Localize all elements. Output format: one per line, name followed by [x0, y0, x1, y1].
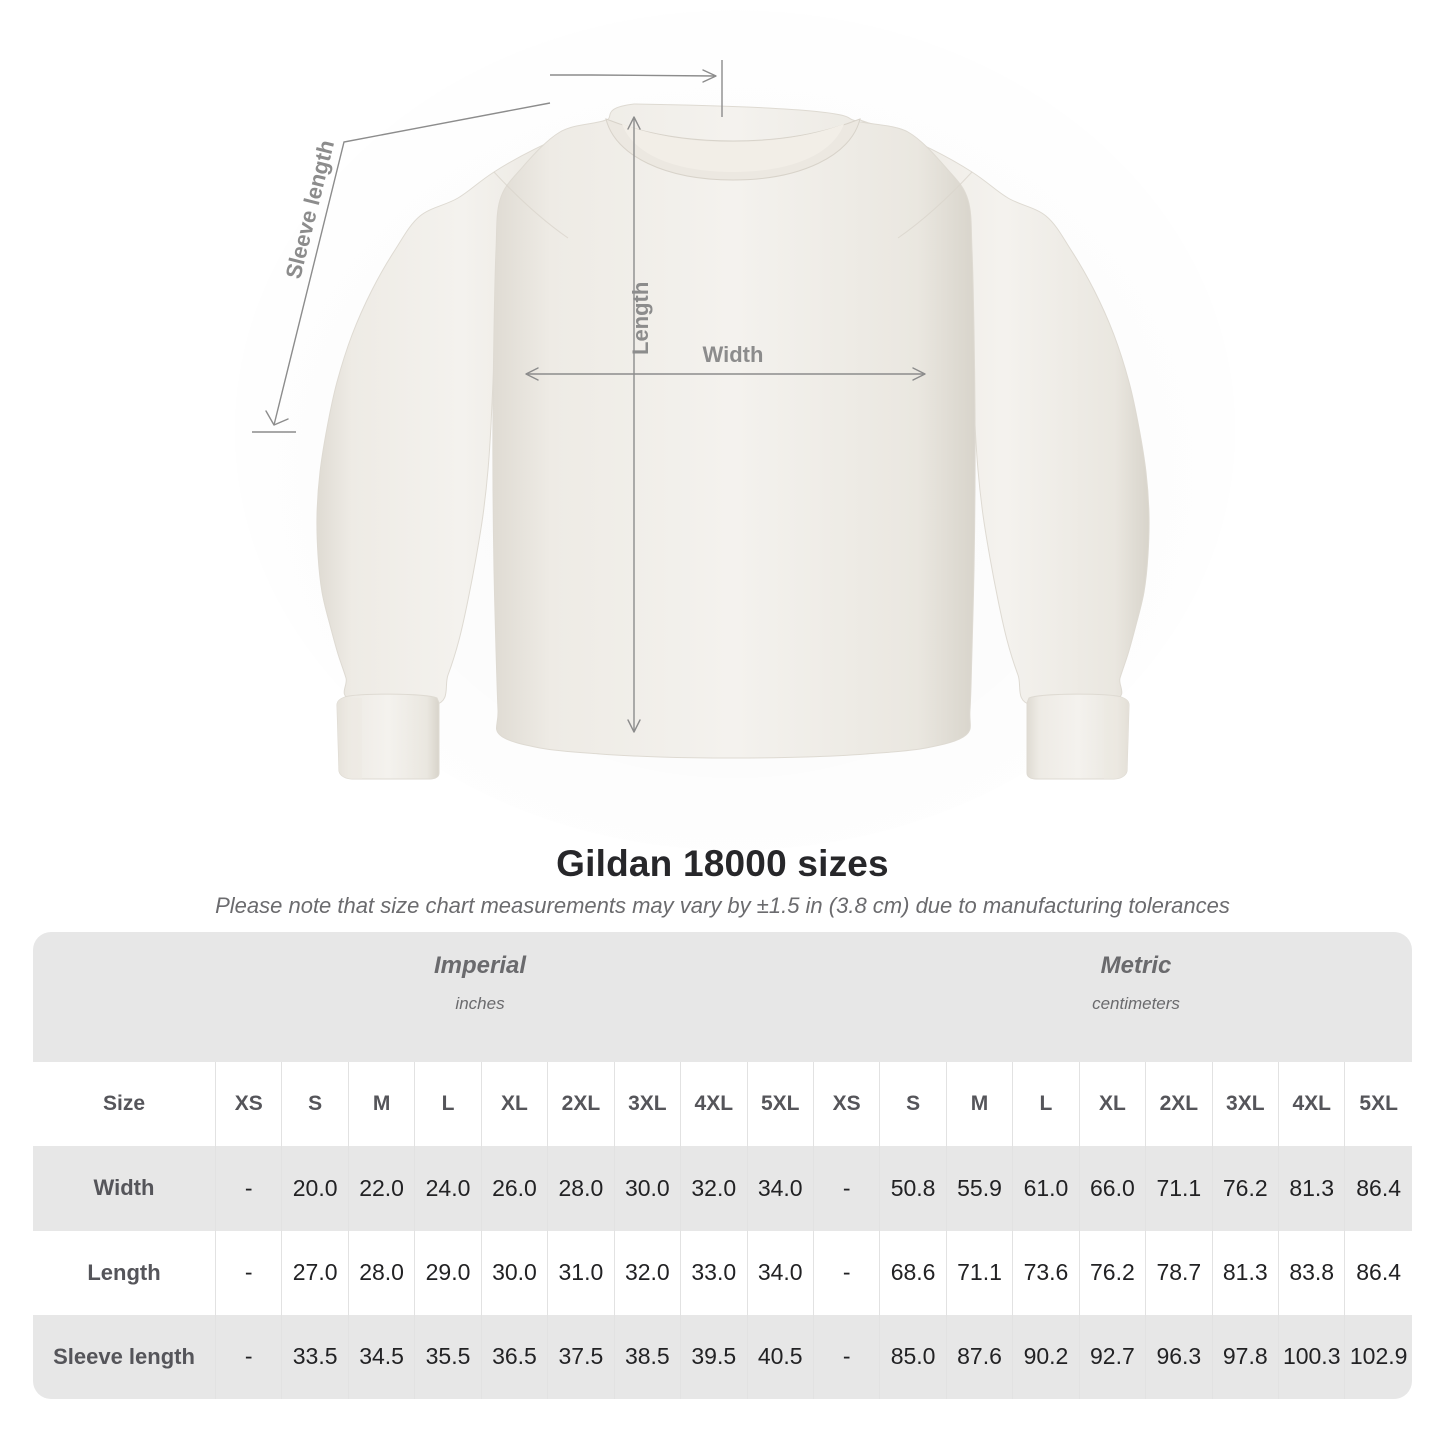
svg-text:Width: Width: [703, 342, 764, 367]
svg-text:Length: Length: [628, 282, 653, 355]
